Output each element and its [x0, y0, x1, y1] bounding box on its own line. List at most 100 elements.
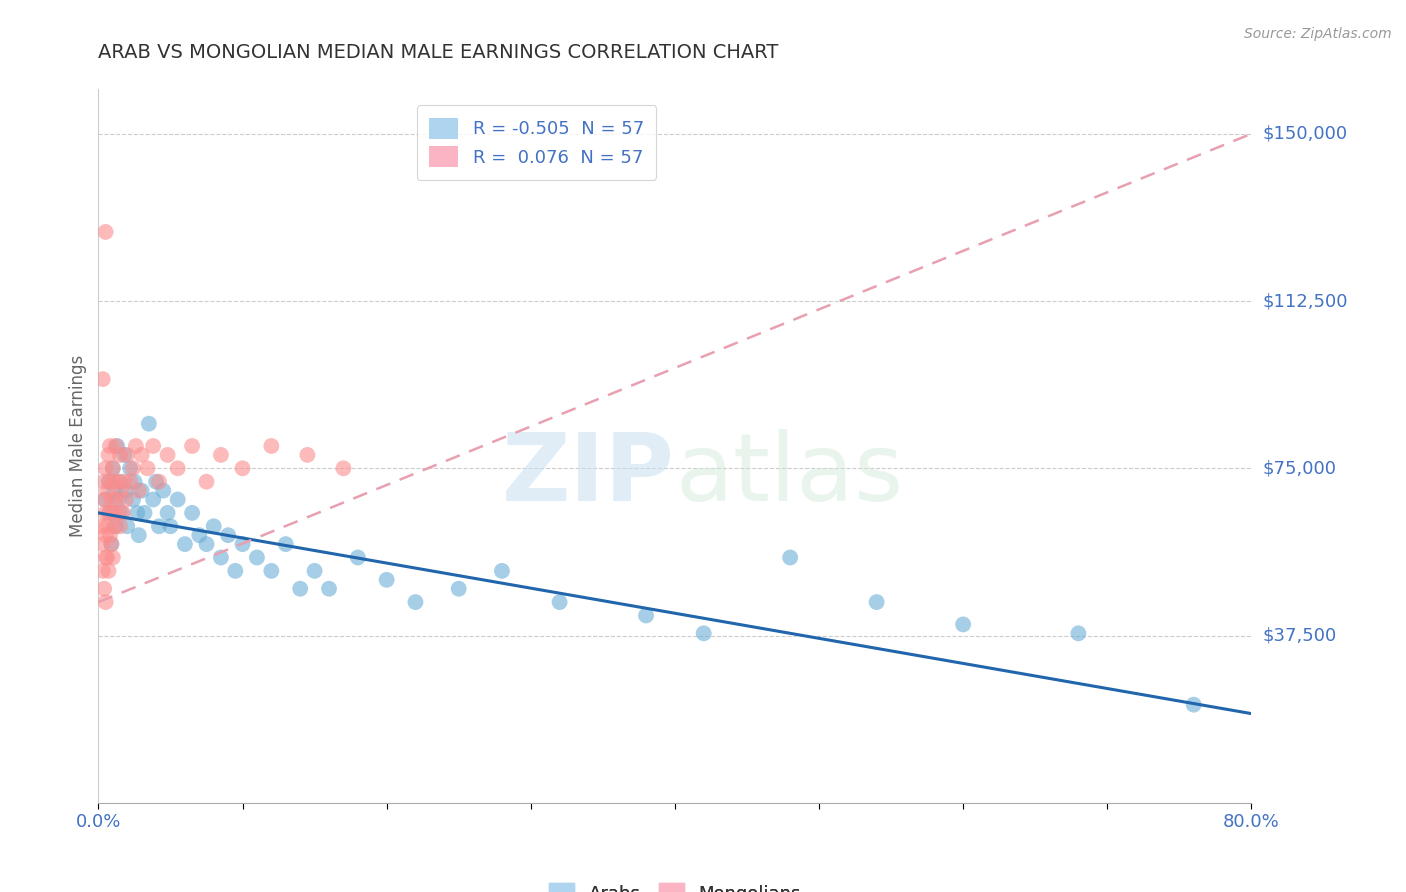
Point	[93, 492, 115, 507]
Point	[114, 483, 136, 498]
Point	[101, 461, 124, 475]
Point	[209, 550, 232, 565]
Point	[693, 626, 716, 640]
Point	[107, 492, 129, 507]
Text: Source: ZipAtlas.com: Source: ZipAtlas.com	[1244, 27, 1392, 41]
Point	[131, 448, 153, 462]
Point	[447, 582, 470, 596]
Point	[98, 475, 121, 489]
Point	[260, 564, 283, 578]
Point	[98, 506, 121, 520]
Point	[148, 475, 170, 489]
Point	[188, 528, 211, 542]
Point	[491, 564, 513, 578]
Point	[346, 550, 368, 565]
Text: ZIP: ZIP	[502, 428, 675, 521]
Point	[636, 608, 658, 623]
Point	[274, 537, 297, 551]
Point	[93, 475, 115, 489]
Point	[117, 519, 138, 533]
Legend: Arabs, Mongolians: Arabs, Mongolians	[541, 876, 808, 892]
Point	[91, 537, 114, 551]
Point	[111, 506, 134, 520]
Text: $150,000: $150,000	[1263, 125, 1347, 143]
Y-axis label: Median Male Earnings: Median Male Earnings	[69, 355, 87, 537]
Point	[117, 448, 138, 462]
Point	[195, 537, 218, 551]
Point	[98, 439, 121, 453]
Point	[246, 550, 269, 565]
Point	[94, 461, 117, 475]
Point	[122, 461, 145, 475]
Point	[148, 519, 170, 533]
Point	[100, 537, 122, 551]
Text: $37,500: $37,500	[1263, 626, 1337, 645]
Point	[96, 550, 118, 565]
Point	[779, 550, 801, 565]
Point	[405, 595, 427, 609]
Point	[97, 448, 120, 462]
Point	[107, 506, 129, 520]
Point	[94, 528, 117, 542]
Point	[103, 475, 125, 489]
Point	[94, 492, 117, 507]
Point	[108, 519, 131, 533]
Point	[91, 564, 114, 578]
Point	[142, 492, 165, 507]
Point	[304, 564, 326, 578]
Point	[104, 439, 127, 453]
Point	[202, 519, 225, 533]
Point	[866, 595, 889, 609]
Point	[94, 595, 117, 609]
Point	[152, 483, 174, 498]
Point	[96, 483, 118, 498]
Point	[1182, 698, 1205, 712]
Point	[136, 461, 159, 475]
Point	[297, 448, 319, 462]
Point	[124, 475, 146, 489]
Point	[209, 448, 232, 462]
Point	[128, 483, 150, 498]
Point	[112, 448, 135, 462]
Point	[548, 595, 571, 609]
Point	[97, 506, 120, 520]
Point	[97, 475, 120, 489]
Point	[97, 564, 120, 578]
Point	[142, 439, 165, 453]
Point	[134, 506, 156, 520]
Point	[181, 506, 204, 520]
Point	[224, 564, 246, 578]
Point	[125, 439, 148, 453]
Point	[94, 506, 117, 520]
Point	[91, 372, 114, 386]
Point	[138, 417, 160, 431]
Point	[104, 492, 127, 507]
Point	[110, 506, 132, 520]
Point	[181, 439, 204, 453]
Point	[145, 475, 167, 489]
Point	[122, 492, 145, 507]
Point	[260, 439, 283, 453]
Point	[90, 519, 112, 533]
Point	[105, 439, 128, 453]
Point	[100, 492, 122, 507]
Text: atlas: atlas	[675, 428, 903, 521]
Point	[120, 461, 142, 475]
Point	[127, 506, 149, 520]
Point	[195, 475, 218, 489]
Point	[318, 582, 340, 596]
Point	[952, 617, 974, 632]
Point	[94, 550, 117, 565]
Point	[93, 582, 115, 596]
Point	[159, 519, 181, 533]
Point	[231, 537, 254, 551]
Point	[98, 528, 121, 542]
Point	[103, 483, 125, 498]
Point	[105, 475, 128, 489]
Point	[101, 550, 124, 565]
Text: $75,000: $75,000	[1263, 459, 1337, 477]
Point	[290, 582, 312, 596]
Point	[156, 448, 179, 462]
Point	[120, 475, 142, 489]
Point	[128, 528, 150, 542]
